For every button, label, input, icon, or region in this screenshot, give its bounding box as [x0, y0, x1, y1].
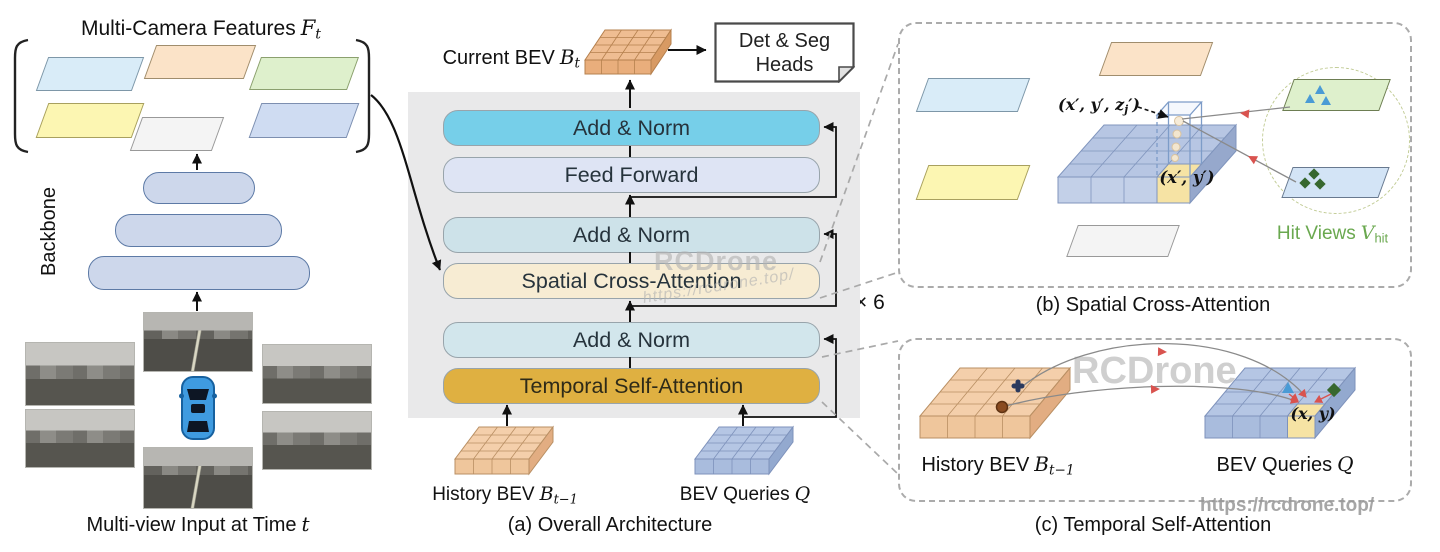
camera-back-left-image [25, 409, 135, 468]
history-bev-sub-c: t−1 [1049, 462, 1075, 479]
ref-3d-sub: j [1124, 102, 1129, 116]
feature-map-blue [35, 57, 145, 91]
add-norm-2-block: Add & Norm [443, 217, 820, 253]
ego-car-icon [179, 376, 217, 440]
add-norm-1-block: Add & Norm [443, 110, 820, 146]
bev-queries-label: BEV Queries Q [660, 483, 830, 506]
hit-views-sub: hit [1374, 230, 1389, 246]
camera-back-image [143, 447, 253, 509]
det-seg-heads-label: Det & Seg Heads [714, 29, 855, 77]
temporal-self-attention-block: Temporal Self-Attention [443, 368, 820, 404]
add-norm-3-block: Add & Norm [443, 322, 820, 358]
history-bev-sub: t−1 [553, 492, 578, 508]
feature-map-lavender [248, 103, 360, 138]
feed-forward-block: Feed Forward [443, 157, 820, 193]
history-bev-label-c: History BEV Bt−1 [898, 452, 1098, 479]
title-text: Multi-Camera Features [80, 17, 296, 40]
spatial-cross-attention-block: Spatial Cross-Attention [443, 263, 820, 299]
view-plane-gray [1066, 225, 1180, 257]
bev-queries-text-c: BEV Queries [1216, 454, 1333, 476]
multiview-caption-var: t [301, 512, 310, 536]
current-bev-text: Current BEV [442, 47, 555, 69]
backbone-stage-2 [115, 214, 282, 247]
history-bev-var: B [539, 483, 554, 505]
camera-front-right-image [262, 344, 372, 404]
history-bev-var-c: B [1034, 452, 1049, 476]
camera-front-left-image [25, 342, 135, 406]
feature-map-gray [129, 117, 225, 151]
history-bev-grid-c [918, 366, 1072, 440]
view-plane-yellow [915, 165, 1031, 200]
feature-map-orange [143, 45, 257, 79]
backbone-stage-3 [143, 172, 255, 204]
backbone-stage-1 [88, 256, 310, 290]
bev-queries-label-c: BEV Queries Q [1185, 452, 1385, 477]
det-seg-line2: Heads [755, 54, 814, 76]
hit-views-text: Hit Views [1276, 223, 1356, 244]
view-plane-blue [915, 78, 1031, 112]
current-bev-var: B [559, 45, 575, 69]
history-bev-text-c: History BEV [921, 454, 1030, 476]
bev-queries-text: BEV Queries [679, 484, 790, 505]
view-plane-orange [1098, 42, 1214, 76]
ref-point-2d-label: (x′, y′) [1159, 168, 1215, 187]
bev-queries-var-c: Q [1337, 452, 1354, 476]
camera-front-image [143, 312, 253, 372]
feature-map-yellow [35, 103, 145, 138]
hit-views-var: V [1360, 222, 1375, 244]
current-bev-label: Current BEV Bt [420, 45, 580, 72]
det-seg-heads-box: Det & Seg Heads [714, 22, 856, 84]
history-bev-grid [454, 425, 554, 476]
current-bev-grid [584, 28, 672, 76]
ref-3d-post: ′) [1128, 95, 1140, 114]
title-var: F [300, 16, 316, 40]
bev-plane-grid-b [1056, 123, 1238, 205]
multi-camera-features-title: Multi-Camera Features Ft [55, 16, 347, 43]
ref-point-3d-label: (x′, y′, zj′) [1040, 95, 1140, 116]
history-bev-text: History BEV [432, 484, 535, 505]
bev-queries-grid [694, 425, 794, 476]
bev-queries-var: Q [794, 483, 811, 505]
caption-b: (b) Spatial Cross-Attention [1035, 294, 1271, 316]
hit-views-label: Hit Views Vhit [1255, 222, 1410, 245]
hit-view-green-plane [1282, 79, 1391, 111]
history-bev-label: History BEV Bt−1 [420, 483, 590, 507]
caption-c: (c) Temporal Self-Attention [1034, 514, 1272, 536]
current-bev-sub: t [574, 55, 580, 72]
multiview-caption: Multi-view Input at Time t [48, 512, 348, 537]
caption-a: (a) Overall Architecture [507, 514, 713, 536]
hit-view-blue-plane [1281, 167, 1390, 198]
feature-map-green [248, 57, 360, 90]
query-point-label: (x, y) [1290, 404, 1336, 423]
camera-back-right-image [262, 411, 372, 470]
multiview-caption-text: Multi-view Input at Time [86, 514, 297, 536]
title-sub: t [315, 26, 322, 43]
det-seg-line1: Det & Seg [738, 30, 831, 52]
backbone-label: Backbone [38, 187, 60, 277]
ref-3d-pre: (x′, y′, z [1058, 95, 1125, 114]
